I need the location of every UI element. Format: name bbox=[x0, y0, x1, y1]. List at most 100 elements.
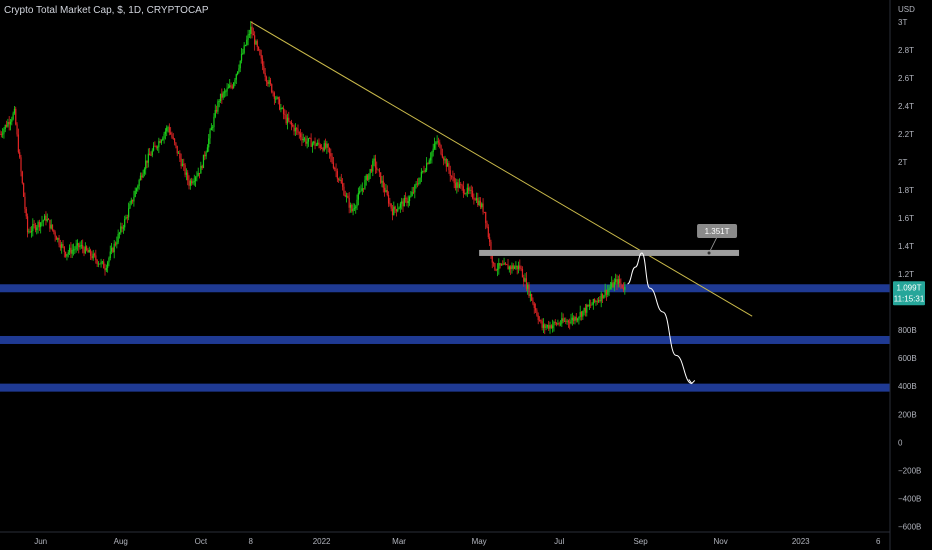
candle-body bbox=[177, 153, 180, 154]
candle-body bbox=[322, 148, 324, 151]
candle-body bbox=[113, 243, 115, 253]
overlays: 1.351T bbox=[250, 21, 753, 385]
candle-body bbox=[255, 41, 257, 45]
candle-body bbox=[326, 143, 328, 148]
candle-body bbox=[108, 257, 110, 263]
candle-body bbox=[529, 294, 531, 297]
candle-body bbox=[429, 157, 432, 161]
candle-body bbox=[301, 137, 303, 141]
candle-body bbox=[57, 238, 59, 240]
candle-body bbox=[230, 85, 232, 87]
candle-body bbox=[512, 265, 514, 269]
candle-body bbox=[89, 249, 92, 256]
candle-body bbox=[4, 124, 6, 129]
candle-body bbox=[595, 300, 597, 302]
projection-arrowhead bbox=[688, 379, 696, 385]
candle-body bbox=[418, 183, 420, 185]
candle-body bbox=[181, 163, 184, 167]
y-tick-label: 200B bbox=[898, 410, 917, 419]
candle-body bbox=[107, 262, 109, 268]
currency-label: USD bbox=[898, 5, 915, 14]
candle-body bbox=[395, 209, 398, 212]
candle-body bbox=[126, 217, 128, 218]
candle-body bbox=[121, 226, 123, 229]
candle-body bbox=[3, 128, 5, 134]
candle-body bbox=[97, 263, 100, 265]
candle-body bbox=[28, 231, 30, 233]
candle-body bbox=[588, 304, 590, 307]
x-tick-label: 8 bbox=[248, 537, 253, 546]
candle-body bbox=[93, 253, 96, 256]
candle-body bbox=[24, 196, 26, 209]
candle-body bbox=[486, 222, 488, 227]
candle-body bbox=[520, 268, 522, 270]
candle-body bbox=[279, 99, 281, 110]
candle-body bbox=[137, 186, 139, 189]
candle-body bbox=[104, 268, 106, 271]
candle-body bbox=[499, 262, 501, 266]
support-zone-1 bbox=[0, 284, 890, 293]
candle-body bbox=[30, 230, 33, 233]
candle-body bbox=[457, 182, 459, 188]
candle-body bbox=[536, 310, 538, 316]
candle-body bbox=[267, 82, 269, 84]
candle-body bbox=[298, 132, 300, 134]
candle-body bbox=[5, 124, 8, 127]
candle-body bbox=[284, 114, 286, 116]
candle-body bbox=[378, 169, 380, 173]
y-tick-label: 800B bbox=[898, 326, 917, 335]
candle-body bbox=[586, 304, 588, 313]
candle-body bbox=[112, 248, 114, 253]
candle-body bbox=[594, 299, 596, 302]
candle-body bbox=[62, 244, 64, 247]
candle-body bbox=[310, 138, 312, 147]
candle-body bbox=[353, 208, 356, 210]
candle-body bbox=[206, 147, 209, 153]
x-tick-label: Mar bbox=[392, 537, 406, 546]
candle-body bbox=[528, 284, 530, 297]
candle-body bbox=[26, 216, 29, 233]
candle-body bbox=[131, 199, 134, 202]
candle-body bbox=[226, 88, 228, 92]
candle-body bbox=[548, 325, 550, 329]
candle-body bbox=[405, 197, 407, 199]
candle-body bbox=[604, 289, 606, 296]
candle-body bbox=[86, 246, 88, 251]
candle-body bbox=[238, 68, 240, 72]
candle-body bbox=[578, 317, 580, 319]
candle-body bbox=[29, 231, 31, 233]
y-tick-label: 0 bbox=[898, 438, 903, 447]
candle-body bbox=[452, 176, 454, 178]
candle-body bbox=[176, 145, 178, 154]
candle-body bbox=[37, 222, 39, 228]
candle-body bbox=[125, 217, 127, 220]
candle-body bbox=[427, 163, 429, 164]
candle-body bbox=[42, 220, 44, 222]
candle-body bbox=[599, 300, 601, 302]
candle-body bbox=[613, 281, 615, 288]
candle-body bbox=[8, 121, 10, 125]
candle-body bbox=[151, 150, 153, 156]
candle-body bbox=[450, 175, 453, 177]
candle-body bbox=[591, 304, 593, 306]
candle-body bbox=[615, 279, 617, 282]
candle-body bbox=[611, 282, 613, 288]
candle-body bbox=[172, 137, 174, 139]
projection-path bbox=[627, 252, 692, 384]
candle-body bbox=[374, 158, 377, 168]
candle-body bbox=[235, 74, 237, 80]
candle-body bbox=[91, 255, 93, 259]
candle-body bbox=[608, 288, 610, 290]
y-tick-label: 1.6T bbox=[898, 214, 914, 223]
candle-body bbox=[293, 126, 295, 132]
candle-body bbox=[65, 251, 67, 257]
candle-body bbox=[402, 201, 404, 207]
candle-body bbox=[391, 208, 394, 216]
candle-body bbox=[280, 108, 282, 110]
candle-body bbox=[582, 310, 584, 317]
candle-body bbox=[53, 229, 55, 233]
y-tick-label: 2.4T bbox=[898, 102, 914, 111]
y-tick-label: 2.8T bbox=[898, 46, 914, 55]
candle-body bbox=[479, 200, 482, 208]
